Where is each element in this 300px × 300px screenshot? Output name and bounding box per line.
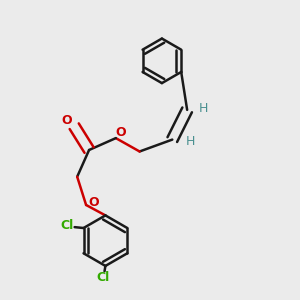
Text: O: O: [61, 114, 72, 128]
Text: Cl: Cl: [96, 271, 110, 284]
Text: O: O: [116, 126, 127, 139]
Text: Cl: Cl: [61, 219, 74, 232]
Text: H: H: [185, 135, 195, 148]
Text: H: H: [199, 102, 208, 115]
Text: O: O: [88, 196, 99, 208]
